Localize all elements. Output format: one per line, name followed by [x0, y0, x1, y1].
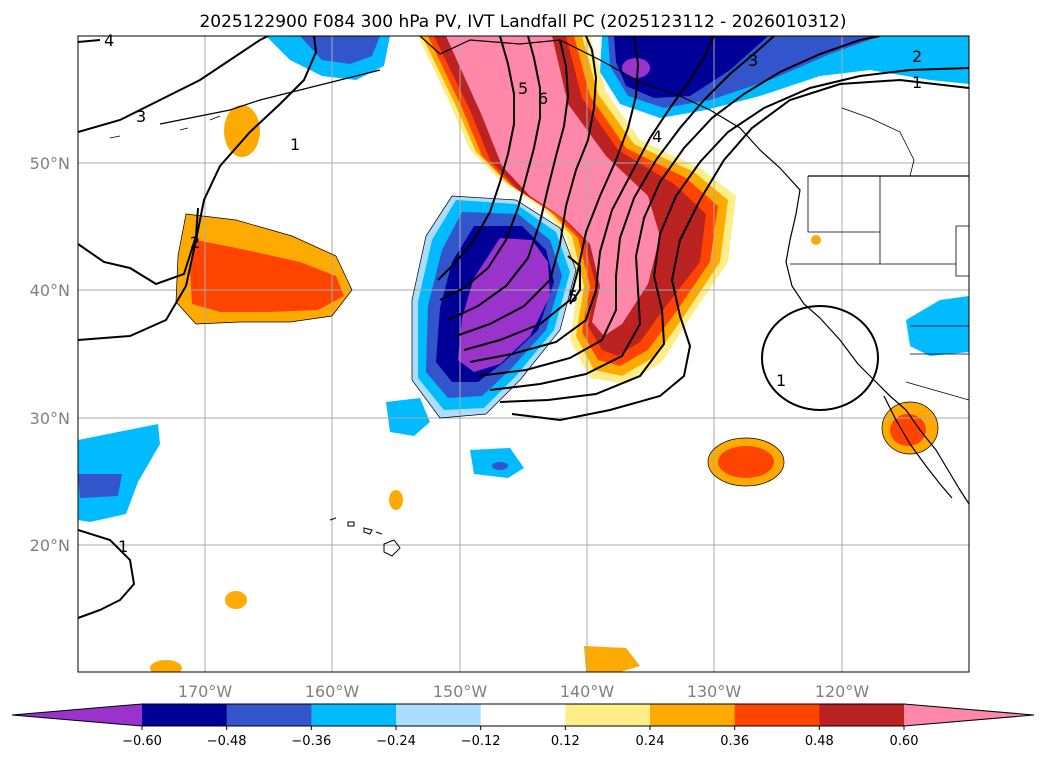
contour-1-southwest [78, 529, 136, 619]
pv-positive-small-11n-e [584, 646, 640, 672]
colorbar-segment [226, 704, 312, 726]
pv-positive-small-22n [389, 490, 403, 510]
pv-negative-west-blue [78, 424, 160, 522]
lon-label: 140°W [560, 682, 615, 701]
pv-positive-small-oregon [811, 235, 821, 245]
contour-inner-2 [447, 39, 570, 321]
map-gridlines [78, 36, 969, 672]
contour-inner-3 [439, 36, 541, 301]
contour-main-3 [489, 36, 881, 391]
contour-label: 6 [538, 89, 548, 108]
ivt-contours [78, 36, 969, 619]
coastlines [109, 36, 969, 505]
contour-label: 5 [518, 79, 528, 98]
figure-title: 2025122900 F084 300 hPa PV, IVT Landfall… [199, 12, 846, 32]
hawaiian-islands [329, 517, 401, 557]
lat-label: 40°N [30, 281, 70, 300]
baja-peninsula [883, 395, 953, 499]
pv-negative-west-med [78, 474, 122, 498]
contour-label: 1 [290, 135, 300, 154]
pv-positive-small-11n-w [150, 660, 182, 672]
bc-coast [841, 107, 915, 177]
colorbar-segment [819, 704, 905, 726]
contour-main-5 [469, 36, 715, 363]
colorbar-tick-label: −0.24 [376, 734, 416, 749]
colorbar-segment [650, 704, 736, 726]
colorbar-segment [396, 704, 482, 726]
contour-label: 1 [912, 73, 922, 92]
lon-label: 170°W [178, 682, 233, 701]
colorbar-tick-label: 0.60 [890, 734, 919, 749]
pv-thin-outlines [175, 195, 939, 487]
pv-positive-baja-036 [890, 414, 926, 446]
colorbar-segment [734, 704, 820, 726]
lon-label: 150°W [433, 682, 488, 701]
colorbar-tick-label: 0.48 [805, 734, 834, 749]
contour-inner-5 [567, 255, 581, 305]
lon-label: 160°W [305, 682, 360, 701]
contour-label: 4 [652, 127, 662, 146]
pv-negative-ne-purple [622, 58, 650, 78]
contour-inner-4 [437, 36, 515, 281]
colorbar-extend-high [904, 704, 1034, 726]
contour-2-west [78, 207, 199, 286]
colorbar-tick-label: 0.24 [636, 734, 665, 749]
pv-negative-small-hawaii [386, 398, 430, 436]
pv-negative-trough-060 [458, 238, 550, 372]
north-america-coastline [419, 36, 969, 505]
contour-label: 4 [104, 31, 114, 50]
pv-positive-west-036 [190, 240, 344, 312]
colorbar-tick-label: −0.12 [461, 734, 501, 749]
contour-3-west [78, 36, 269, 133]
pv-positive-small-north [224, 105, 260, 157]
contour-main-6 [463, 36, 640, 351]
colorbar-tick-label: −0.60 [122, 734, 162, 749]
lon-label: 130°W [687, 682, 742, 701]
pv-negative-small-hawaii2-core [492, 462, 508, 470]
contour-label: 2 [912, 47, 922, 66]
lat-label: 50°N [30, 154, 70, 173]
colorbar-segment [311, 704, 397, 726]
contour-label: 1 [118, 537, 128, 556]
pv-positive-east-036 [718, 446, 774, 478]
contour-main-2 [499, 67, 969, 403]
contour-4-west [78, 39, 101, 43]
contour-label: 1 [776, 371, 786, 390]
contour-inner-1 [455, 36, 598, 337]
colorbar-segment [480, 704, 566, 726]
colorbar-tick-label: −0.48 [207, 734, 247, 749]
contour-label: 3 [136, 107, 146, 126]
map-frame [77, 35, 970, 673]
longitude-labels: 170°W 160°W 150°W 140°W 130°W 120°W [178, 682, 870, 701]
colorbar-tick-label: −0.36 [291, 734, 331, 749]
contour-1-east [761, 305, 879, 411]
contour-main-4 [477, 36, 775, 377]
colorbar-tick-label: 0.12 [551, 734, 580, 749]
contour-label-group: 4 3 1 2 5 6 5 4 3 2 1 1 1 [104, 31, 922, 556]
colorbar-segment [142, 704, 228, 726]
pv-positive-small-16n [225, 591, 247, 609]
lat-label: 20°N [30, 536, 70, 555]
contour-label: 5 [568, 287, 578, 306]
colorbar-extend-low [12, 704, 142, 726]
contour-1-west [78, 36, 318, 341]
colorbar: −0.60 −0.48 −0.36 −0.24 −0.12 0.12 0.24 0.36 0.4… [11, 703, 1035, 749]
us-state-lines [790, 176, 969, 401]
latitude-labels: 50°N 40°N 30°N 20°N [30, 154, 70, 555]
lat-label: 30°N [30, 409, 70, 428]
colorbar-segment [565, 704, 651, 726]
pv-negative-nw-dark [300, 36, 380, 64]
contour-main-1 [511, 78, 969, 422]
lon-label: 120°W [815, 682, 870, 701]
contour-label: 3 [748, 51, 758, 70]
alaska-aleutians [159, 69, 381, 125]
alaska-islands [109, 115, 221, 139]
pv-positive-ridge-060 [446, 36, 660, 336]
colorbar-tick-label: 0.36 [720, 734, 749, 749]
contour-label: 2 [190, 233, 200, 252]
pv-negative-ne-dark [614, 36, 768, 98]
